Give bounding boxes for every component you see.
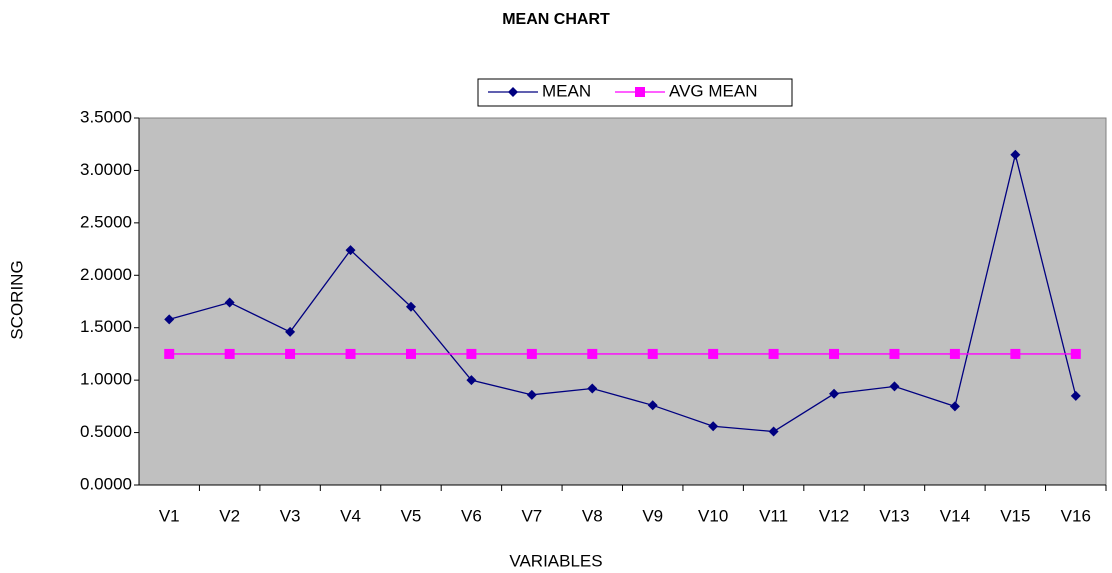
point (345, 245, 356, 256)
y-tick-label: 1.0000 (80, 370, 132, 389)
point (1010, 149, 1021, 160)
point (708, 421, 719, 432)
x-tick-label: V16 (1061, 506, 1091, 525)
series-line (169, 154, 1077, 433)
x-axis-label: VARIABLES (509, 551, 602, 570)
point (164, 348, 175, 359)
point (405, 301, 416, 312)
y-tick-label: 3.0000 (80, 160, 132, 179)
point (164, 314, 175, 325)
point (647, 348, 658, 359)
point (224, 348, 235, 359)
legend-label: MEAN (542, 81, 591, 100)
x-tick-label: V3 (280, 506, 301, 525)
x-tick-label: V4 (340, 506, 361, 525)
point (768, 426, 779, 437)
x-tick-label: V6 (461, 506, 482, 525)
point (1010, 348, 1021, 359)
point (587, 383, 598, 394)
point (708, 348, 719, 359)
x-tick-label: V12 (819, 506, 849, 525)
point (466, 348, 477, 359)
point (587, 348, 598, 359)
x-tick-label: V14 (940, 506, 970, 525)
point (405, 348, 416, 359)
y-tick-label: 0.5000 (80, 422, 132, 441)
y-tick-label: 0.0000 (80, 474, 132, 493)
x-tick-label: V9 (642, 506, 663, 525)
point (889, 348, 900, 359)
point (526, 389, 537, 400)
point (345, 348, 356, 359)
x-tick-label: V7 (521, 506, 542, 525)
point (949, 401, 960, 412)
point (466, 375, 477, 386)
x-tick-label: V5 (401, 506, 422, 525)
x-tick-label: V13 (879, 506, 909, 525)
point (224, 297, 235, 308)
point (285, 348, 296, 359)
point (285, 326, 296, 337)
x-tick-label: V1 (159, 506, 180, 525)
x-tick-label: V15 (1000, 506, 1030, 525)
point (829, 388, 840, 399)
point (647, 400, 658, 411)
point (635, 87, 645, 97)
y-tick-label: 2.5000 (80, 212, 132, 231)
point (1070, 348, 1081, 359)
y-tick-label: 2.0000 (80, 265, 132, 284)
point (768, 348, 779, 359)
point (829, 348, 840, 359)
plot-area (138, 117, 1107, 486)
point (526, 348, 537, 359)
x-tick-label: V8 (582, 506, 603, 525)
point (1070, 390, 1081, 401)
chart-title: MEAN CHART (502, 11, 610, 28)
y-tick-label: 3.5000 (80, 107, 132, 126)
point (889, 381, 900, 392)
point (949, 348, 960, 359)
x-tick-label: V11 (759, 506, 788, 525)
x-tick-label: V10 (698, 506, 728, 525)
y-tick-label: 1.5000 (80, 317, 132, 336)
y-axis-label: SCORING (7, 260, 26, 339)
legend-label: AVG MEAN (669, 81, 757, 100)
point (508, 87, 518, 97)
x-tick-label: V2 (219, 506, 240, 525)
